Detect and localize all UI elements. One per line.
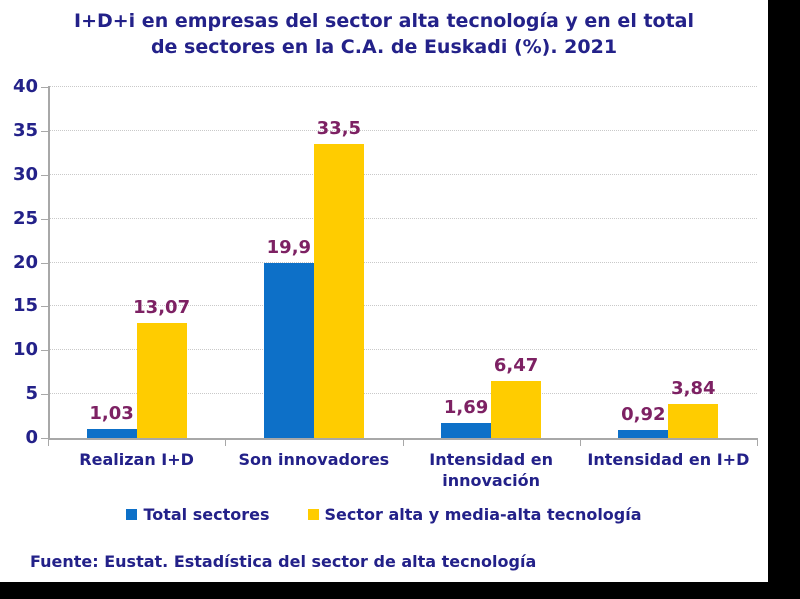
bar-alta-tecnologia-4 [668,404,719,438]
legend-item-2: Sector alta y media-alta tecnología [307,505,642,524]
y-axis-tick-15 [41,306,48,308]
chart-title: I+D+i en empresas del sector alta tecnol… [0,8,768,60]
x-axis-tick-1 [225,440,227,446]
y-axis-tick-25 [41,218,48,220]
legend-label: Total sectores [143,505,270,524]
value-label-alta-tecnologia-3: 6,47 [493,355,539,376]
gridline-5 [48,393,757,395]
bar-total-sectores-2 [263,263,314,438]
y-axis-tick-10 [41,350,48,352]
gridline-40 [48,86,757,87]
gridline-20 [48,261,757,263]
chart-canvas: I+D+i en empresas del sector alta tecnol… [0,0,768,582]
x-axis-tick-0 [48,440,49,446]
y-axis-label-30: 30 [12,163,38,185]
value-label-total-sectores-3: 1,69 [443,397,489,418]
chart-title-line-1: I+D+i en empresas del sector alta tecnol… [74,10,694,32]
category-label-4: Intensidad en I+D [587,450,750,469]
legend: Total sectores Sector alta y media-alta t… [0,505,768,524]
y-axis-label-15: 15 [12,295,38,317]
category-label-1: Realizan I+D [79,450,194,469]
bar-alta-tecnologia-2 [313,144,364,438]
gridline-15 [48,305,757,307]
y-axis-line [48,86,50,438]
y-axis-label-0: 0 [25,427,38,448]
y-axis-tick-5 [41,394,48,396]
y-axis-label-10: 10 [12,339,38,361]
bar-total-sectores-1 [86,429,137,438]
x-axis-line [48,438,758,440]
y-axis-tick-40 [41,87,48,88]
bar-total-sectores-4 [618,430,669,438]
bar-alta-tecnologia-1 [136,323,187,438]
value-label-alta-tecnologia-2: 33,5 [316,118,362,139]
value-label-alta-tecnologia-1: 13,07 [133,297,191,318]
legend-swatch-icon [126,509,138,520]
y-axis-tick-0 [41,438,48,439]
category-label-3: Intensidad en innovación [429,450,553,490]
y-axis-label-35: 35 [12,119,38,141]
gridline-35 [48,129,757,131]
plot-area: 0 5 10 15 20 25 30 35 40 1,03 13,07 Realizan I+D 19,… [12,76,758,490]
gridline-25 [48,217,757,219]
x-axis-tick-4 [757,440,758,446]
category-label-2: Son innovadores [238,450,390,469]
x-axis-tick-2 [402,440,404,446]
value-label-alta-tecnologia-4: 3,84 [671,378,716,399]
legend-swatch-icon [307,509,319,520]
legend-label: Sector alta y media-alta tecnología [324,505,642,524]
y-axis-tick-35 [41,130,48,132]
value-label-total-sectores-4: 0,92 [621,404,666,425]
y-axis-label-20: 20 [12,251,38,273]
source-note: Fuente: Eustat. Estadística del sector d… [30,552,537,571]
y-axis-tick-30 [41,174,48,176]
x-axis-tick-3 [579,440,581,446]
y-axis-label-25: 25 [12,207,38,229]
legend-item-1: Total sectores [126,505,270,524]
y-axis-tick-20 [41,262,48,264]
value-label-total-sectores-1: 1,03 [89,403,134,424]
value-label-total-sectores-2: 19,9 [266,237,312,258]
y-axis-label-40: 40 [12,76,38,97]
chart-title-line-2: de sectores en la C.A. de Euskadi (%). 2… [150,36,618,58]
gridline-10 [48,349,757,351]
gridline-30 [48,173,757,175]
bar-alta-tecnologia-3 [491,381,542,438]
y-axis-label-5: 5 [25,383,38,405]
bar-total-sectores-3 [441,423,492,438]
